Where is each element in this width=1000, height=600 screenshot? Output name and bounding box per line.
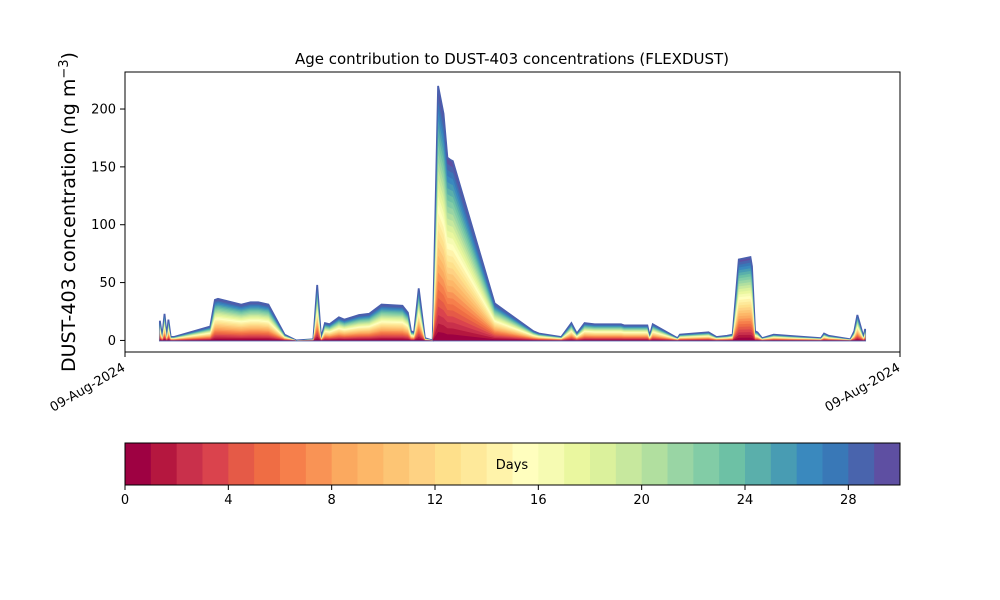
colorbar-segment — [409, 443, 436, 485]
colorbar-segment — [848, 443, 875, 485]
colorbar-segment — [564, 443, 591, 485]
y-axis-label: DUST-403 concentration (ng m−3) — [57, 52, 80, 372]
colorbar-segment — [280, 443, 307, 485]
colorbar-tick-label: 20 — [633, 493, 650, 508]
colorbar-segment — [460, 443, 488, 485]
colorbar-segment — [719, 443, 746, 485]
y-tick-label: 0 — [108, 334, 116, 349]
colorbar-segment — [822, 443, 849, 485]
colorbar-segment — [538, 443, 565, 485]
stacked-area-layers — [158, 85, 867, 342]
colorbar-segment — [641, 443, 668, 485]
colorbar-segment — [383, 443, 410, 485]
colorbar-segment — [486, 443, 513, 485]
colorbar-segment — [357, 443, 384, 485]
colorbar-segment — [615, 443, 643, 485]
x-axis: 09-Aug-2024 09-Aug-2024 — [48, 352, 903, 416]
colorbar-tick-label: 24 — [737, 493, 754, 508]
colorbar-tick-label: 0 — [121, 493, 129, 508]
colorbar-segment — [202, 443, 229, 485]
colorbar-tick-label: 12 — [427, 493, 444, 508]
colorbar-segment — [228, 443, 255, 485]
plot-frame — [124, 71, 901, 353]
colorbar-tick-label: 28 — [840, 493, 857, 508]
area-layer-day-0 — [159, 331, 866, 341]
colorbar-frame — [124, 442, 901, 486]
area-layer-day-29 — [158, 85, 867, 342]
area-layer-day-1 — [159, 323, 866, 341]
colorbar-segment — [590, 443, 617, 485]
colorbar-segment — [125, 443, 152, 485]
colorbar: 0 4 8 12 16 20 24 28 — [121, 442, 901, 508]
chart-title: Age contribution to DUST-403 concentrati… — [295, 50, 729, 68]
y-tick-label: 100 — [91, 218, 116, 233]
colorbar-segment — [176, 443, 203, 485]
y-tick-label: 150 — [91, 160, 116, 175]
colorbar-segment — [693, 443, 720, 485]
colorbar-segment — [305, 443, 333, 485]
colorbar-segment — [796, 443, 823, 485]
colorbar-segment — [512, 443, 539, 485]
colorbar-segment — [254, 443, 281, 485]
y-axis: 0 50 100 150 200 — [91, 103, 125, 349]
x-tick-label: 09-Aug-2024 — [823, 360, 903, 415]
colorbar-segment — [331, 443, 358, 485]
y-axis-label-close: ) — [58, 52, 80, 59]
y-tick-label: 50 — [99, 276, 116, 291]
colorbar-segment — [745, 443, 772, 485]
colorbar-tick-label: 4 — [224, 493, 232, 508]
y-tick-label: 200 — [91, 103, 116, 118]
colorbar-tick-label: 8 — [328, 493, 336, 508]
y-axis-label-exponent: −3 — [57, 59, 72, 78]
colorbar-segment — [150, 443, 178, 485]
y-axis-label-main: DUST-403 concentration (ng m — [58, 79, 80, 372]
colorbar-segment — [435, 443, 462, 485]
colorbar-segment — [874, 443, 901, 485]
colorbar-label: Days — [496, 458, 529, 473]
colorbar-segment — [770, 443, 798, 485]
colorbar-tick-label: 16 — [530, 493, 547, 508]
colorbar-segment — [667, 443, 694, 485]
